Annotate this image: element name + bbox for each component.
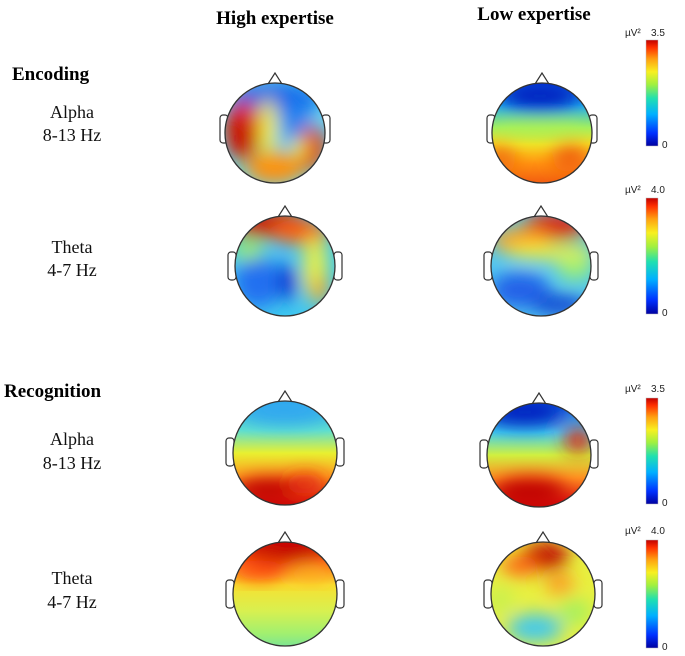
row-freq-label: 8-13 Hz (43, 453, 101, 473)
row-freq-label: 8-13 Hz (43, 125, 101, 145)
colorbar-recognition-alpha: µV² 3.5 0 (625, 384, 668, 509)
topomap-recognition-theta-high (225, 530, 345, 647)
topomap-encoding-alpha-low (486, 71, 598, 184)
colorbar-recognition-theta: µV² 4.0 0 (625, 526, 668, 653)
colorbar-max-label: 3.5 (651, 28, 665, 39)
column-heading-low-expertise: Low expertise (477, 4, 590, 25)
colorbar-max-label: 4.0 (651, 526, 665, 537)
row-band-label: Theta (52, 237, 93, 257)
topomap-encoding-theta-low (483, 204, 599, 317)
colorbar-min-label: 0 (662, 140, 668, 151)
row-freq-label: 4-7 Hz (47, 260, 96, 280)
row-band-label: Theta (52, 568, 93, 588)
colorbar-min-label: 0 (662, 642, 668, 653)
column-heading-high-expertise: High expertise (216, 8, 334, 29)
section-title-encoding: Encoding (12, 64, 90, 85)
colorbar-encoding-theta: µV² 4.0 0 (625, 185, 668, 319)
colorbar-encoding-alpha: µV² 3.5 0 (625, 28, 668, 151)
colorbar-unit: µV² (625, 185, 641, 196)
row-band-label: Alpha (50, 429, 94, 449)
topomap-recognition-alpha-high (225, 389, 345, 506)
row-freq-label: 4-7 Hz (47, 592, 96, 612)
topomap-encoding-alpha-high (219, 71, 331, 184)
colorbar-min-label: 0 (662, 308, 668, 319)
topomap-recognition-alpha-low (479, 391, 599, 508)
colorbar-unit: µV² (625, 384, 641, 395)
topomap-encoding-theta-high (227, 204, 343, 317)
colorbar-unit: µV² (625, 526, 641, 537)
topomap-recognition-theta-low (483, 530, 603, 647)
colorbar-max-label: 3.5 (651, 384, 665, 395)
section-title-recognition: Recognition (4, 381, 102, 402)
colorbar-unit: µV² (625, 28, 641, 39)
colorbar-max-label: 4.0 (651, 185, 665, 196)
row-band-label: Alpha (50, 102, 94, 122)
colorbar-min-label: 0 (662, 498, 668, 509)
